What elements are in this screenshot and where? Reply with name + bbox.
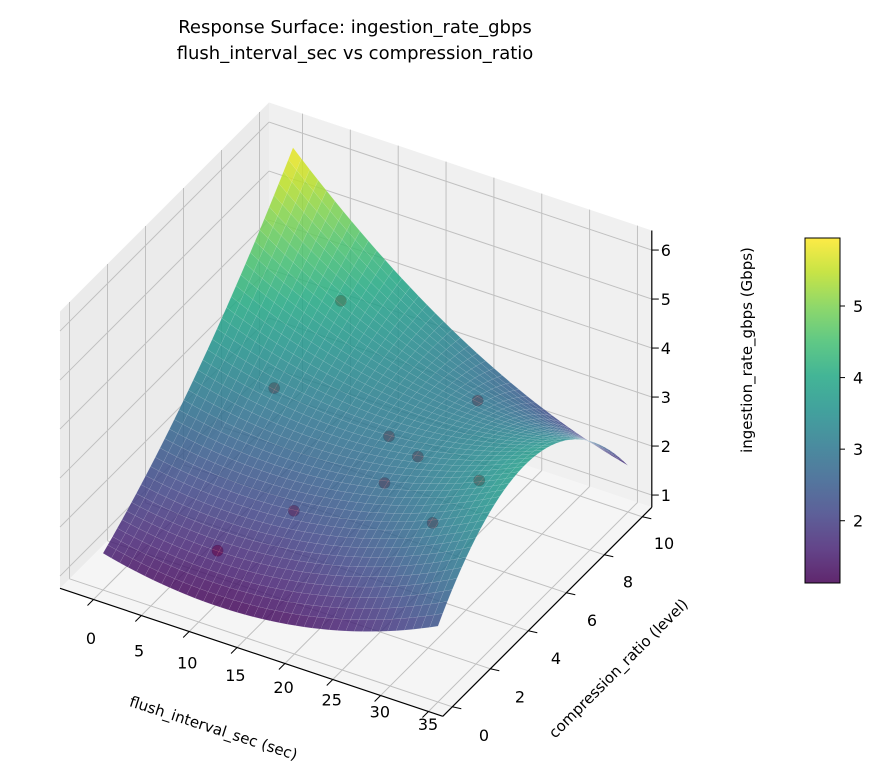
z-tick-label: 6 — [661, 241, 671, 260]
colorbar-tick-label: 3 — [853, 440, 863, 459]
colorbar-tick-label: 2 — [853, 512, 863, 531]
surface-patch — [553, 439, 567, 442]
surface-patch — [576, 438, 590, 442]
x-tick-label: 5 — [134, 641, 144, 660]
x-tick — [87, 599, 94, 606]
surface-patch — [429, 613, 444, 628]
surface-patch — [586, 440, 600, 445]
surface-patch — [434, 601, 448, 616]
y-tick-label: 8 — [623, 572, 633, 591]
y-tick — [452, 706, 462, 710]
x-axis-label: flush_interval_sec (sec) — [127, 693, 300, 765]
x-tick-label: 10 — [177, 654, 197, 673]
z-tick-label: 4 — [661, 339, 671, 358]
x-tick-label: 25 — [322, 690, 342, 709]
z-axis-label: ingestion_rate_gbps (Gbps) — [738, 247, 757, 453]
y-tick-label: 10 — [654, 534, 674, 553]
surface-patch — [614, 456, 629, 466]
grid-line — [59, 170, 270, 381]
colorbar-tick-label: 5 — [853, 297, 863, 316]
x-tick-label: 15 — [225, 666, 245, 685]
z-tick-label: 3 — [661, 388, 671, 407]
x-tick — [326, 679, 334, 686]
grid-line — [268, 121, 652, 251]
y-axis-label: compression_ratio (level) — [545, 595, 692, 742]
z-tick-label: 5 — [661, 290, 671, 309]
x-tick — [422, 711, 429, 718]
surface-patch — [509, 466, 524, 474]
surface-patch — [486, 496, 501, 506]
surface-patch — [448, 567, 463, 581]
colorbar — [804, 237, 841, 584]
surface-patch — [562, 438, 576, 440]
z-tick-label: 1 — [661, 486, 671, 505]
y-tick-label: 4 — [551, 649, 561, 668]
x-tick-label: 0 — [86, 629, 96, 648]
x-tick — [134, 615, 142, 622]
colorbar-tick-label: 4 — [853, 369, 863, 388]
y-axis-line — [442, 506, 653, 717]
x-tick — [182, 631, 190, 638]
y-tick — [566, 592, 576, 596]
y-tick-label: 0 — [479, 726, 489, 745]
surface-patch — [500, 476, 515, 485]
surface-patch — [490, 489, 505, 499]
y-tick-label: 2 — [515, 688, 525, 707]
surface-patch — [443, 578, 458, 592]
x-tick — [278, 663, 286, 670]
surface — [102, 147, 629, 632]
z-tick-label: 2 — [661, 437, 671, 456]
y-tick — [604, 554, 614, 558]
grid-line — [268, 170, 652, 300]
grid-line — [59, 121, 270, 332]
y-tick — [642, 516, 652, 520]
grid-line — [59, 219, 270, 430]
x-axis-line — [59, 587, 443, 717]
x-tick-label: 35 — [418, 715, 438, 734]
surface-patch — [476, 511, 491, 522]
surface-patch — [481, 503, 496, 514]
x-tick-label: 20 — [273, 678, 293, 697]
surface-patch — [457, 546, 472, 560]
surface-patch — [452, 556, 467, 570]
y-tick — [490, 668, 500, 672]
x-tick — [230, 647, 238, 654]
grid-line — [69, 578, 453, 708]
grid-line — [380, 486, 590, 696]
grid-line — [428, 502, 638, 712]
y-tick-label: 6 — [587, 611, 597, 630]
surface-patch — [567, 437, 581, 440]
colorbar-ticks: 2 3 4 5 — [840, 297, 863, 531]
chart-subtitle: flush_interval_sec vs compression_ratio — [177, 43, 534, 64]
y-tick — [528, 630, 538, 634]
chart-title: Response Surface: ingestion_rate_gbps — [178, 17, 532, 38]
surface-patch — [467, 528, 482, 540]
x-tick-label: 30 — [370, 703, 390, 722]
x-tick — [374, 695, 381, 702]
